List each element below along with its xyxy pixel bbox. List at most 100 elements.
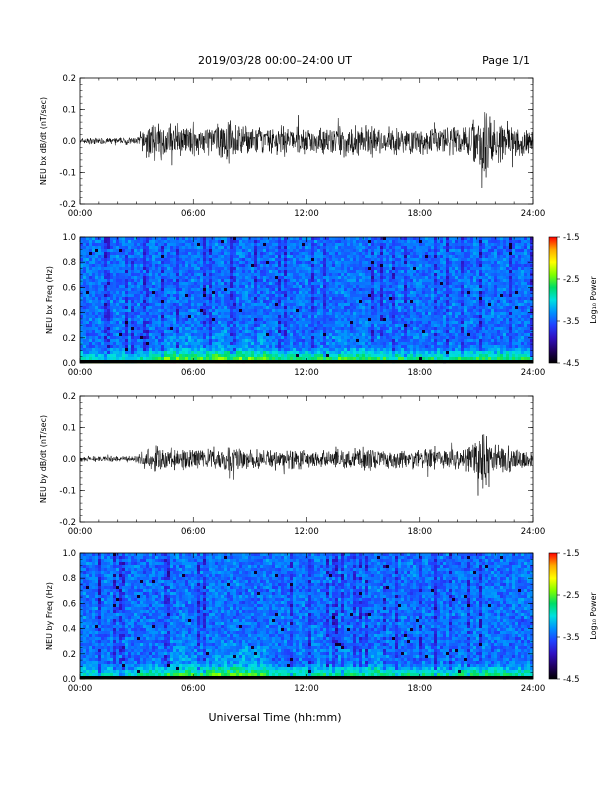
spectrogram-cell: [134, 273, 138, 277]
spectrogram-cell: [83, 330, 87, 334]
spectrogram-cell: [140, 258, 144, 262]
spectrogram-cell: [347, 270, 351, 274]
spectrogram-cell: [341, 276, 345, 280]
spectrogram-cell: [275, 339, 279, 343]
spectrogram-cell: [353, 354, 357, 358]
spectrogram-cell: [290, 321, 294, 325]
spectrogram-cell: [257, 291, 261, 295]
spectrogram-cell: [278, 258, 282, 262]
spectrogram-cell: [392, 255, 396, 259]
spectrogram-cell: [188, 237, 192, 241]
spectrogram-cell: [398, 258, 402, 262]
spectrogram-cell: [425, 336, 429, 340]
spectrogram-cell: [203, 258, 207, 262]
spectrogram-cell: [401, 240, 405, 244]
spectrogram-cell: [359, 324, 363, 328]
spectrogram-cell: [410, 306, 414, 310]
spectrogram-cell: [398, 237, 402, 241]
spectrogram-cell: [113, 306, 117, 310]
spectrogram-cell: [275, 285, 279, 289]
spectrogram-cell: [146, 330, 150, 334]
spectrogram-cell: [392, 321, 396, 325]
spectrogram-cell: [140, 300, 144, 304]
spectrogram-cell: [206, 267, 210, 271]
spectrogram-cell: [122, 354, 126, 358]
spectrogram-cell: [137, 300, 141, 304]
spectrogram-cell: [332, 246, 336, 250]
spectrogram-cell: [335, 330, 339, 334]
spectrogram-cell: [245, 264, 249, 268]
spectrogram-cell: [386, 252, 390, 256]
spectrogram-cell: [158, 318, 162, 322]
spectrogram-cell: [287, 237, 291, 241]
spectrogram-cell: [290, 354, 294, 358]
spectrogram-cell: [278, 357, 282, 361]
spectrogram-cell: [131, 261, 135, 265]
spectrogram-cell: [326, 294, 330, 298]
spectrogram-cell: [398, 306, 402, 310]
spectrogram-cell: [260, 321, 264, 325]
spectrogram-cell: [167, 354, 171, 358]
spectrogram-cell: [233, 300, 237, 304]
spectrogram-cell: [239, 357, 243, 361]
spectrogram-cell: [113, 282, 117, 286]
spectrogram-cell: [419, 255, 423, 259]
spectrogram-cell: [242, 282, 246, 286]
spectrogram-cell: [134, 327, 138, 331]
spectrogram-cell: [413, 333, 417, 337]
spectrogram-cell: [203, 315, 207, 319]
spectrogram-cell: [275, 315, 279, 319]
spectrogram-cell: [251, 348, 255, 352]
spectrogram-cell: [389, 270, 393, 274]
spectrogram-cell: [296, 300, 300, 304]
spectrogram-cell: [341, 264, 345, 268]
spectrogram-cell: [155, 273, 159, 277]
spectrogram-cell: [86, 264, 90, 268]
spectrogram-cell: [299, 357, 303, 361]
spectrogram-cell: [428, 252, 432, 256]
spectrogram-cell: [338, 294, 342, 298]
spectrogram-cell: [428, 300, 432, 304]
spectrogram-cell: [263, 246, 267, 250]
spectrogram-cell: [158, 303, 162, 307]
spectrogram-cell: [212, 246, 216, 250]
spectrogram-cell: [107, 312, 111, 316]
spectrogram-cell: [335, 276, 339, 280]
spectrogram-cell: [113, 330, 117, 334]
spectrogram-cell: [200, 270, 204, 274]
spectrogram-cell: [419, 345, 423, 349]
spectrogram-cell: [272, 357, 276, 361]
spectrogram-cell: [287, 270, 291, 274]
spectrogram-cell: [113, 339, 117, 343]
spectrogram-cell: [395, 240, 399, 244]
spectrogram-cell: [323, 270, 327, 274]
spectrogram-cell: [389, 336, 393, 340]
spectrogram-cell: [185, 345, 189, 349]
spectrogram-cell: [425, 264, 429, 268]
spectrogram-cell: [152, 297, 156, 301]
spectrogram-cell: [119, 354, 123, 358]
spectrogram-cell: [293, 282, 297, 286]
spectrogram-cell: [281, 261, 285, 265]
spectrogram-cell: [92, 324, 96, 328]
spectrogram-cell: [239, 291, 243, 295]
spectrogram-cell: [98, 249, 102, 253]
spectrogram-cell: [320, 351, 324, 355]
spectrogram-cell: [191, 291, 195, 295]
spectrogram-cell: [137, 336, 141, 340]
spectrogram-cell: [278, 270, 282, 274]
spectrogram-cell: [401, 267, 405, 271]
spectrogram-cell: [428, 240, 432, 244]
spectrogram-cell: [293, 252, 297, 256]
spectrogram-cell: [182, 306, 186, 310]
spectrogram-cell: [377, 261, 381, 265]
spectrogram-cell: [167, 315, 171, 319]
spectrogram-cell: [344, 294, 348, 298]
spectrogram-cell: [278, 303, 282, 307]
spectrogram-cell: [395, 357, 399, 361]
spectrogram-cell: [98, 294, 102, 298]
spectrogram-cell: [185, 237, 189, 241]
spectrogram-cell: [401, 315, 405, 319]
spectrogram-cell: [344, 303, 348, 307]
spectrogram-cell: [245, 339, 249, 343]
